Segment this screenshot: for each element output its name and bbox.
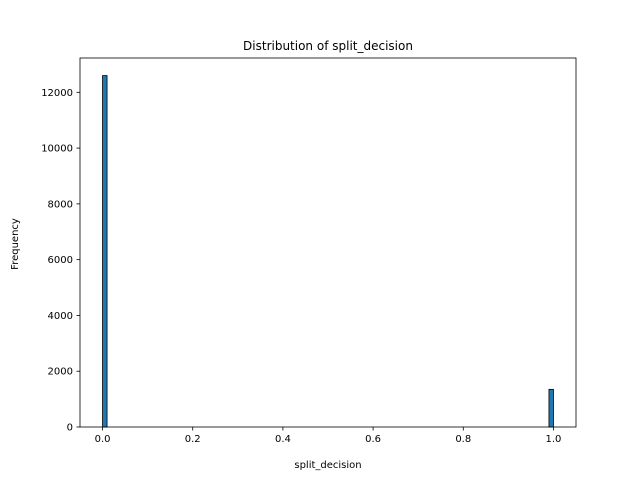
y-axis-ticks: 0 2000 4000 6000 8000 10000 12000 — [41, 88, 80, 434]
y-tick-label: 4000 — [48, 311, 73, 322]
bars-group — [102, 75, 554, 428]
x-tick-label: 0.6 — [365, 434, 381, 445]
y-tick-label: 2000 — [48, 367, 73, 378]
x-axis-ticks: 0.0 0.2 0.4 0.6 0.8 1.0 — [95, 427, 562, 445]
y-tick-label: 6000 — [48, 255, 73, 266]
chart-title: Distribution of split_decision — [243, 39, 413, 53]
y-tick-label: 10000 — [41, 144, 73, 155]
histogram-bar-0 — [102, 75, 108, 428]
x-tick-label: 1.0 — [546, 434, 562, 445]
x-tick-label: 0.8 — [455, 434, 471, 445]
plot-frame — [79, 57, 577, 428]
x-tick-label: 0.0 — [95, 434, 111, 445]
y-axis-label: Frequency — [10, 218, 21, 270]
histogram-bar-1 — [548, 388, 554, 428]
y-tick-label: 12000 — [41, 88, 73, 99]
x-axis-label: split_decision — [294, 460, 361, 471]
y-tick-label: 0 — [67, 423, 73, 434]
y-tick-label: 8000 — [48, 199, 73, 210]
x-tick-label: 0.4 — [275, 434, 291, 445]
x-tick-label: 0.2 — [185, 434, 201, 445]
